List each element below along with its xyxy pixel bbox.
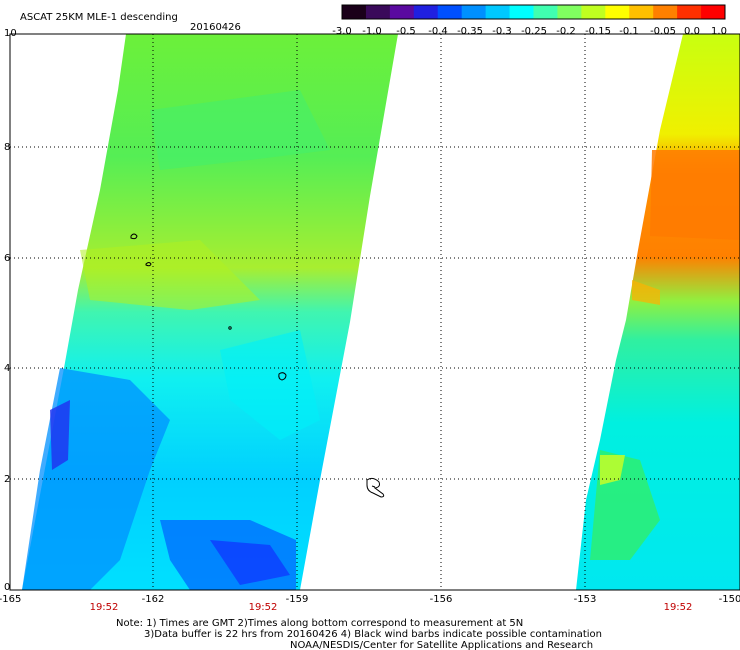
colorbar-frame (341, 4, 726, 20)
note-line-1: Note: 1) Times are GMT 2)Times along bot… (116, 618, 523, 629)
colorbar-swatch (389, 5, 415, 19)
colorbar-swatch (485, 5, 511, 19)
colorbar-swatch (605, 5, 630, 19)
y-tick-label: 0 (4, 582, 10, 593)
colorbar-label: -1.0 (362, 26, 382, 37)
y-tick-label: 8 (4, 142, 10, 153)
colorbar-swatch (677, 5, 702, 19)
colorbar-swatch (342, 5, 367, 19)
map-date: 20160426 (190, 22, 241, 33)
colorbar-label: -0.25 (521, 26, 547, 37)
map-title: ASCAT 25KM MLE-1 descending (20, 12, 178, 23)
left-swath (22, 34, 398, 590)
y-tick-label: 6 (4, 253, 10, 264)
colorbar-swatch (653, 5, 678, 19)
colorbar-labels: -3.0 -1.0 -0.5 -0.4 -0.35 -0.3 -0.25 -0.… (332, 26, 727, 37)
time-label: 19:52 (664, 602, 693, 613)
colorbar-swatch (557, 5, 582, 19)
note-line-3: NOAA/NESDIS/Center for Satellite Applica… (290, 640, 593, 650)
colorbar-swatch (701, 5, 726, 19)
colorbar-label: -0.05 (650, 26, 676, 37)
colorbar-label: -3.0 (332, 26, 352, 37)
colorbar-label: -0.15 (585, 26, 611, 37)
note-line-2: 3)Data buffer is 22 hrs from 20160426 4)… (144, 629, 602, 640)
x-tick-label: -153 (574, 594, 597, 605)
colorbar-label: -0.2 (556, 26, 576, 37)
colorbar-label: -0.5 (396, 26, 416, 37)
island-outlines (130, 233, 385, 498)
colorbar-label: 0.0 (684, 26, 700, 37)
colorbar (342, 5, 726, 19)
colorbar-swatch (461, 5, 487, 19)
colorbar-swatch (581, 5, 606, 19)
x-tick-label: -156 (430, 594, 453, 605)
x-tick-label: -162 (142, 594, 165, 605)
colorbar-swatch (413, 5, 439, 19)
y-tick-label: 2 (4, 474, 10, 485)
x-tick-label: -159 (286, 594, 309, 605)
time-label: 19:52 (90, 602, 119, 613)
colorbar-label: -0.3 (492, 26, 512, 37)
colorbar-label: 1.0 (711, 26, 727, 37)
colorbar-swatch (509, 5, 534, 19)
colorbar-swatch (437, 5, 463, 19)
time-label: 19:52 (249, 602, 278, 613)
colorbar-label: -0.35 (457, 26, 483, 37)
time-labels: 19:52 19:52 19:52 (90, 602, 693, 613)
colorbar-swatch (533, 5, 558, 19)
colorbar-label: -0.4 (428, 26, 448, 37)
y-tick-label: 10 (4, 28, 17, 39)
x-tick-label: -150 (719, 594, 740, 605)
x-tick-label: -165 (0, 594, 21, 605)
y-tick-label: 4 (4, 363, 10, 374)
right-swath (576, 34, 740, 590)
y-axis-labels: 0 2 4 6 8 10 (4, 28, 17, 593)
plot-frame (9, 33, 740, 591)
colorbar-swatch (629, 5, 654, 19)
colorbar-swatch (365, 5, 391, 19)
colorbar-label: -0.1 (619, 26, 639, 37)
footnotes: Note: 1) Times are GMT 2)Times along bot… (116, 618, 602, 650)
x-axis-labels: -165 -162 -159 -156 -153 -150 (0, 594, 740, 605)
